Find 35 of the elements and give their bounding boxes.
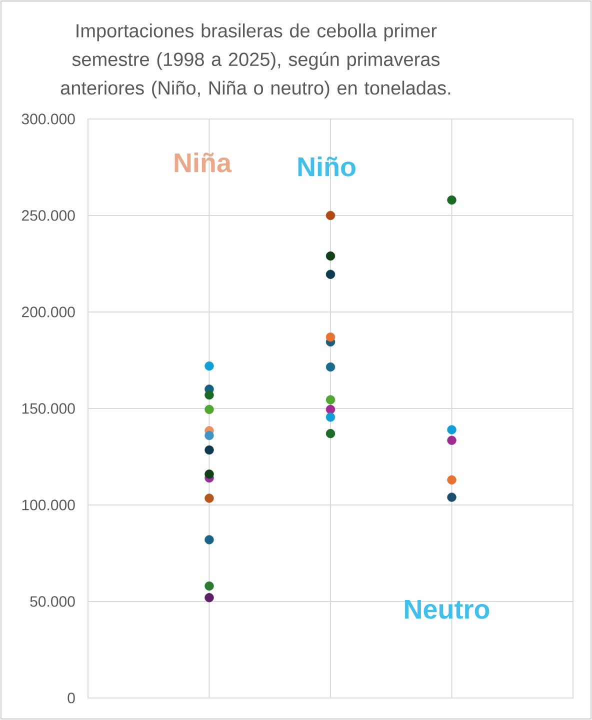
y-tick-label: 250.000	[22, 210, 75, 221]
point	[447, 195, 456, 205]
point	[204, 445, 214, 455]
annotation: Niño	[298, 156, 356, 176]
point	[326, 332, 336, 342]
point	[447, 436, 456, 445]
point	[447, 492, 456, 502]
point	[204, 581, 214, 591]
y-tick-label: 100.000	[22, 500, 75, 510]
point	[326, 251, 336, 261]
point	[326, 404, 336, 414]
y-tick-label: 50.000	[30, 596, 75, 607]
point	[326, 362, 336, 372]
point	[204, 430, 214, 440]
point	[204, 470, 214, 479]
chart-title: Importaciones brasileras de cebolla primer semestre (1998 a 2025), según primaveras anteriores (Niño, Niña o neutro) en toneladas.	[60, 24, 450, 98]
y-tick-label: 0	[68, 692, 75, 704]
point	[204, 593, 214, 602]
y-tick-label: 150.000	[22, 403, 75, 414]
point	[326, 428, 336, 438]
point	[326, 395, 336, 404]
point	[447, 425, 456, 434]
annotation: Neutro	[405, 600, 490, 619]
point	[204, 404, 214, 414]
point	[326, 412, 336, 422]
y-tick-label: 200.000	[22, 306, 75, 318]
point	[326, 210, 336, 220]
point	[204, 390, 214, 400]
annotation: Niña	[174, 152, 232, 172]
point	[447, 475, 456, 485]
point	[204, 535, 214, 544]
point	[204, 361, 214, 371]
y-tick-label: 300.000	[22, 114, 75, 124]
point	[204, 494, 214, 503]
point	[326, 270, 336, 279]
